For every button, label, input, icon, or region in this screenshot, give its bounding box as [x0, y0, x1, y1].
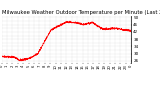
Text: Milwaukee Weather Outdoor Temperature per Minute (Last 24 Hours): Milwaukee Weather Outdoor Temperature pe… — [2, 10, 160, 15]
